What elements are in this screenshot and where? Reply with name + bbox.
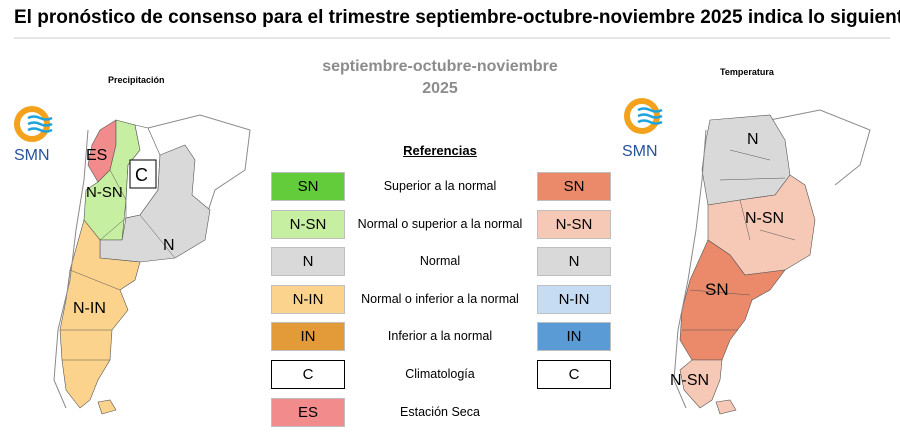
legend-desc: Normal xyxy=(419,254,461,269)
smn-logo-right-text: SMN xyxy=(622,143,658,160)
precip-label-es: ES xyxy=(86,147,107,164)
precipitation-map: ES N-SN C N N-IN xyxy=(53,114,251,415)
precip-label-c: C xyxy=(135,165,148,185)
precip-label-n-sn: N-SN xyxy=(86,184,123,201)
temp-label-n: N xyxy=(747,131,759,148)
legend-left-box-n-in: N-IN xyxy=(271,284,345,314)
legend-right-box-n: N xyxy=(537,247,611,277)
period-line-1: septiembre-octubre-noviembre xyxy=(322,58,558,75)
legend-left-box-sn: SN xyxy=(271,172,345,201)
temp-region-n-sn-south xyxy=(679,359,723,409)
legend-desc: Superior a la normal xyxy=(383,179,497,193)
temp-label-n-sn-south: N-SN xyxy=(670,372,709,389)
headline: El pronóstico de consenso para el trimes… xyxy=(14,7,900,28)
legend-desc: Normal o superior a la normal xyxy=(357,216,523,231)
smn-logo-left-text: SMN xyxy=(14,147,50,164)
legend-desc: Climatología xyxy=(405,367,475,381)
temperature-map-title: Temperatura xyxy=(720,67,774,77)
legend-desc: Normal o inferior a la normal xyxy=(361,291,519,306)
precip-label-n-in: N-IN xyxy=(73,300,106,317)
legend-left-box-n-sn: N-SN xyxy=(271,209,345,239)
smn-logo-right: SMN xyxy=(622,98,663,160)
legend-left-box-c: C xyxy=(271,360,345,389)
legend-right-box-n-in: N-IN xyxy=(537,284,611,314)
legend-left-box-es: ES xyxy=(271,397,345,427)
smn-logo-left: SMN xyxy=(14,106,53,164)
legend-right-box-in: IN xyxy=(537,322,611,352)
legend-title: Referencias xyxy=(403,143,477,158)
legend-desc: Estación Seca xyxy=(400,404,480,419)
legend-desc: Inferior a la normal xyxy=(387,329,493,344)
precip-label-n: N xyxy=(163,237,175,254)
legend-right-box-n-sn: N-SN xyxy=(537,209,611,239)
period-line-2: 2025 xyxy=(422,80,458,97)
legend-left-box-in: IN xyxy=(271,322,345,352)
temperature-map: N N-SN SN N-SN xyxy=(670,109,871,415)
legend-right-box-sn: SN xyxy=(537,172,611,201)
temp-region-n xyxy=(701,114,791,206)
precipitation-map-title: Precipitación xyxy=(108,75,165,85)
period-title: septiembre-octubre-noviembre 2025 xyxy=(300,56,580,100)
temp-label-sn: SN xyxy=(705,280,729,299)
legend-right-box-c: C xyxy=(537,360,611,389)
header-divider xyxy=(14,37,890,39)
legend-left-box-n: N xyxy=(271,247,345,277)
temp-label-n-sn-central: N-SN xyxy=(745,210,784,227)
